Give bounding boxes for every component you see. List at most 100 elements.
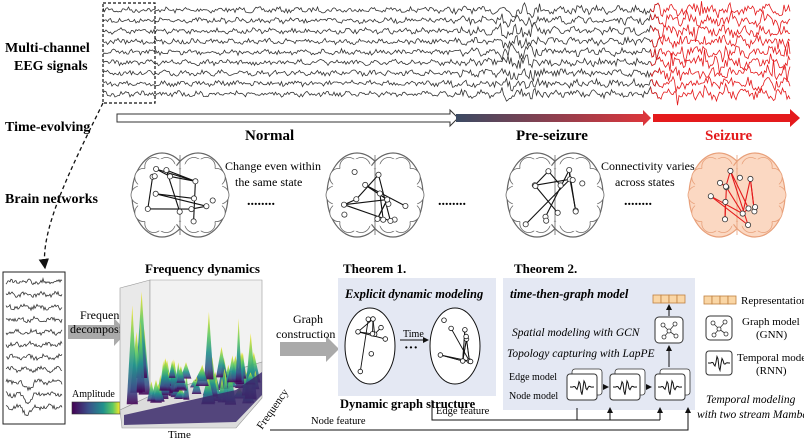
zoomed-eeg-frame — [2, 271, 66, 425]
spatial-gcn-label: Spatial modeling with GCN — [512, 327, 641, 339]
mini-graph-edge — [466, 339, 470, 362]
eeg-channel-seizure-7 — [650, 59, 791, 83]
eeg-channel-seizure-6 — [650, 49, 791, 74]
dynamic-graph-snapshots — [344, 307, 481, 385]
brain-fill-left — [694, 159, 744, 231]
eeg-channel-1 — [102, 1, 660, 19]
zoomed-eeg — [2, 271, 66, 425]
temporal-wave-2 — [613, 379, 637, 395]
mamba-line2: with two stream Mamba — [697, 409, 804, 421]
normal-arrow — [116, 108, 459, 128]
brain-node — [353, 196, 360, 203]
brain-edge — [710, 195, 743, 215]
amplitude-colorbar — [71, 401, 121, 415]
eeg-channel-seizure-9 — [650, 82, 791, 106]
mini-graph-edge — [440, 354, 463, 362]
dynamic-graph-structure-label: Dynamic graph structure — [340, 397, 476, 411]
mini-graph-node — [369, 331, 376, 337]
surface-spike — [136, 321, 145, 392]
brain-edge — [534, 170, 549, 186]
brain-edge — [725, 186, 744, 214]
brain-fill-left — [512, 159, 562, 231]
legend-graph-line2: (GNN) — [756, 329, 787, 341]
brain-edge — [547, 170, 562, 186]
time-then-graph-title: time-then-graph model — [510, 287, 629, 301]
brain-node — [557, 182, 564, 189]
brain-node — [739, 210, 746, 217]
eeg-channel-seizure-3 — [650, 24, 791, 42]
brain-edge — [147, 176, 154, 209]
theorem1-title: Theorem 1. — [343, 261, 406, 276]
glyph-node — [666, 328, 672, 334]
temporal-block-3 — [654, 373, 686, 401]
surface-spike — [168, 360, 176, 378]
glyph-node — [660, 322, 666, 328]
note-within-line1: Change even within — [225, 159, 321, 173]
brain-edge — [166, 169, 196, 182]
snapshot-ellipsis: ··· — [404, 341, 418, 356]
ellipsis-1: ........ — [247, 194, 275, 209]
mamba-line1: Temporal modeling — [706, 394, 796, 406]
brain-edge — [710, 195, 749, 226]
legend: Representation Graph model (GNN) Tempora… — [703, 295, 804, 377]
explicit-dynamic-title: Explicit dynamic modeling — [344, 287, 483, 301]
brain-node — [176, 208, 183, 215]
eeg-channel-seizure-5 — [650, 41, 791, 64]
brain-node — [375, 171, 382, 178]
brain-edge — [364, 184, 388, 201]
brain-networks — [130, 152, 787, 238]
brain-node — [384, 196, 391, 203]
brain-node — [192, 178, 199, 185]
node-model-label: Node model — [509, 391, 558, 402]
brain-node — [190, 195, 197, 202]
brain-edge — [545, 169, 570, 218]
brain-node — [203, 203, 210, 210]
mini-graph-node — [441, 317, 447, 323]
brain-node — [151, 173, 158, 180]
mini-graph-node — [355, 329, 361, 335]
freq-decomp-line1: Frequency — [80, 308, 131, 322]
mini-graph-edge — [359, 319, 369, 372]
eeg-channel-7 — [102, 67, 660, 83]
brain-node — [522, 221, 529, 228]
brain-edge — [379, 193, 384, 220]
graph-snapshot-2 — [429, 307, 481, 385]
seizure-arrow — [653, 109, 800, 127]
brain-normal-1 — [130, 152, 230, 238]
zoomed-channel-7 — [5, 353, 63, 362]
brain-node — [569, 176, 576, 183]
zoomed-channel-9 — [5, 378, 63, 392]
surface-spike — [173, 388, 188, 399]
zoomed-channel-6 — [5, 340, 63, 349]
frequency-surface — [124, 291, 262, 425]
brain-node — [163, 167, 170, 174]
mini-graph-node — [437, 352, 444, 358]
mini-graph-node — [370, 316, 376, 322]
eeg-channel-seizure-8 — [650, 75, 791, 93]
legend-representation-icon — [703, 295, 737, 305]
edge-feature-label: Edge feature — [436, 406, 490, 417]
zoomed-channel-2 — [5, 290, 63, 299]
brain-node — [707, 193, 714, 200]
brain-edge — [155, 193, 207, 207]
surface-spike — [227, 355, 238, 383]
brain-edge — [343, 199, 388, 206]
mini-graph-node — [378, 324, 384, 331]
mini-graph-node — [357, 368, 363, 375]
glyph-node — [672, 321, 678, 327]
snapshot-graph-2 — [437, 317, 474, 365]
mini-graph-node — [462, 327, 468, 333]
glyph-node — [661, 334, 667, 340]
mini-graph-node — [448, 325, 454, 332]
time-evolving-label: Time-evolving — [5, 120, 90, 135]
glyph-node — [716, 326, 722, 332]
brain-node — [380, 216, 387, 223]
eeg-channel-seizure-4 — [650, 33, 791, 50]
gcn-graph-icon — [660, 321, 679, 340]
surface-spike — [147, 381, 156, 402]
freq-decomp-arrow — [68, 318, 127, 346]
mini-graph-edge — [357, 318, 374, 333]
brain-node — [144, 205, 151, 212]
time-arrow — [116, 108, 800, 128]
topology-lappe-label: Topology capturing with LapPE — [507, 348, 655, 360]
